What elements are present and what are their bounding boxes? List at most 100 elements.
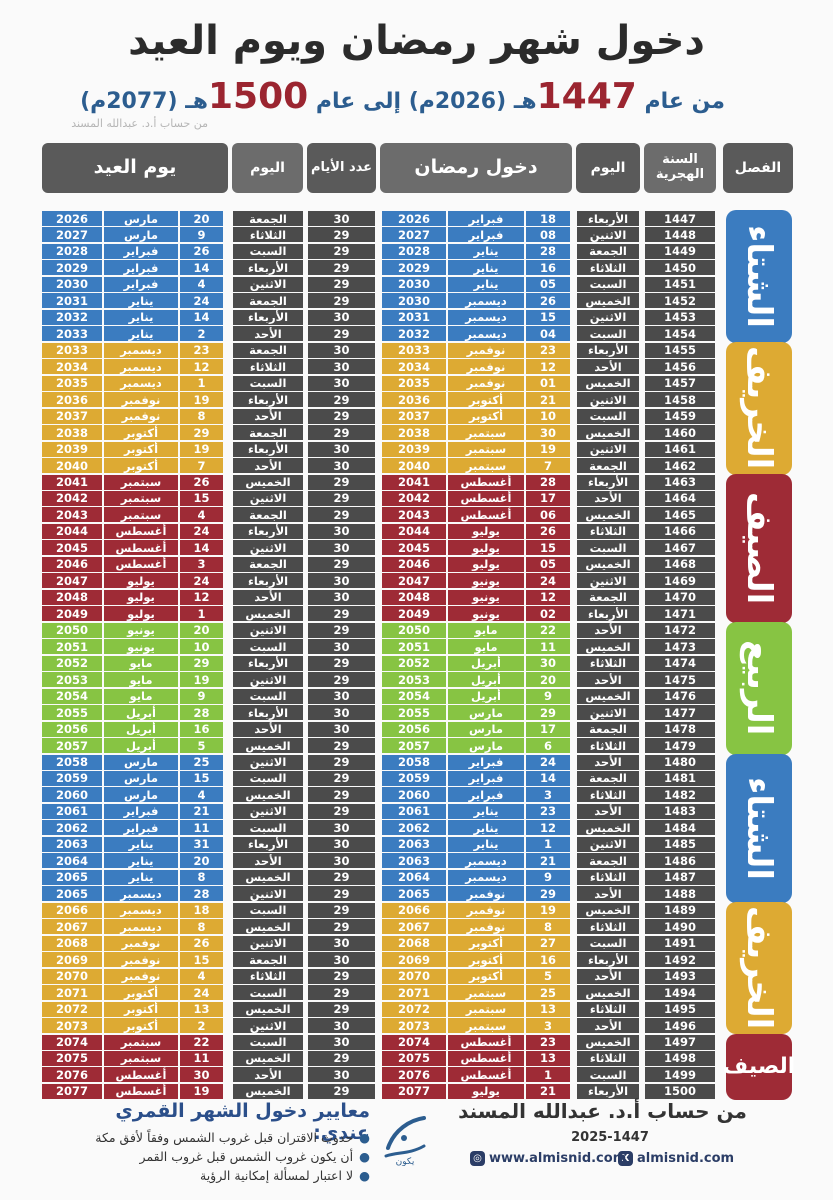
- ramadan-year-cell: 2076: [382, 1067, 446, 1083]
- ramadan-date-cell: 05: [526, 556, 570, 572]
- ramadan-date-cell: 11: [526, 639, 570, 655]
- ramadan-date-cell: 08: [526, 227, 570, 243]
- eid-date-cell: 1: [180, 375, 223, 391]
- eid-year-cell: 2072: [42, 1001, 102, 1017]
- ramadan-month-cell: نوفمبر: [448, 902, 524, 918]
- eid-month-cell: ديسمبر: [104, 342, 178, 358]
- hijri-year-cell: 1492: [645, 952, 715, 968]
- days-count-cell: 29: [308, 869, 375, 885]
- hijri-year-cell: 1460: [645, 425, 715, 441]
- ramadan-year-cell: 2046: [382, 556, 446, 572]
- ramadan-year-cell: 2028: [382, 243, 446, 259]
- season-label: الصيف: [722, 1054, 796, 1080]
- eid-date-cell: 10: [180, 639, 223, 655]
- subtitle-year-from: 1447: [536, 76, 637, 117]
- days-count-cell: 29: [308, 243, 375, 259]
- x-icon: X: [618, 1151, 633, 1166]
- hijri-year-cell: 1462: [645, 458, 715, 474]
- days-count-cell: 29: [308, 672, 375, 688]
- eid-year-cell: 2070: [42, 968, 102, 984]
- ramadan-date-cell: 21: [526, 853, 570, 869]
- eid-month-cell: مايو: [104, 672, 178, 688]
- days-count-cell: 30: [308, 688, 375, 704]
- ramadan-year-cell: 2030: [382, 293, 446, 309]
- eid-date-cell: 19: [180, 1083, 223, 1099]
- eid-date-cell: 8: [180, 869, 223, 885]
- ramadan-day-cell: الأربعاء: [577, 211, 639, 226]
- days-count-cell: 29: [308, 968, 375, 984]
- eid-date-cell: 12: [180, 359, 223, 375]
- website-link[interactable]: ◎ www.almisnid.com: [470, 1151, 626, 1166]
- hijri-year-cell: 1468: [645, 556, 715, 572]
- eid-day-cell: الجمعة: [233, 425, 303, 441]
- days-count-cell: 30: [308, 589, 375, 605]
- hijri-year-cell: 1449: [645, 243, 715, 259]
- hijri-year-cell: 1494: [645, 985, 715, 1001]
- ramadan-date-cell: 23: [526, 803, 570, 819]
- eid-day-cell: السبت: [233, 375, 303, 391]
- ramadan-year-cell: 2060: [382, 787, 446, 803]
- ramadan-month-cell: أغسطس: [448, 474, 524, 490]
- eid-date-cell: 1: [180, 606, 223, 622]
- hijri-year-cell: 1496: [645, 1018, 715, 1034]
- ramadan-month-cell: سبتمبر: [448, 425, 524, 441]
- eid-day-cell: الاثنين: [233, 276, 303, 292]
- ramadan-day-cell: الاثنين: [577, 309, 639, 325]
- eid-month-cell: يوليو: [104, 589, 178, 605]
- criteria-item: ●لا اعتبار لمسألة إمكانية الرؤية: [200, 1168, 370, 1183]
- hijri-year-cell: 1469: [645, 573, 715, 589]
- hijri-year-cell: 1461: [645, 441, 715, 457]
- ramadan-year-cell: 2029: [382, 260, 446, 276]
- eid-date-cell: 4: [180, 507, 223, 523]
- eid-year-cell: 2044: [42, 523, 102, 539]
- days-count-cell: 29: [308, 787, 375, 803]
- ramadan-day-cell: الثلاثاء: [577, 919, 639, 935]
- ramadan-date-cell: 5: [526, 968, 570, 984]
- eid-day-cell: الاثنين: [233, 886, 303, 902]
- ramadan-year-cell: 2068: [382, 935, 446, 951]
- ramadan-month-cell: يوليو: [448, 540, 524, 556]
- ramadan-year-cell: 2057: [382, 738, 446, 754]
- ramadan-day-cell: الجمعة: [577, 589, 639, 605]
- subtitle-g-to: (2077م): [80, 89, 178, 114]
- days-count-cell: 30: [308, 375, 375, 391]
- eid-year-cell: 2065: [42, 869, 102, 885]
- days-count-cell: 29: [308, 227, 375, 243]
- hijri-year-cell: 1493: [645, 968, 715, 984]
- hijri-year-cell: 1456: [645, 359, 715, 375]
- days-count-cell: 30: [308, 639, 375, 655]
- ramadan-date-cell: 16: [526, 260, 570, 276]
- eid-month-cell: أغسطس: [104, 523, 178, 539]
- ramadan-month-cell: يناير: [448, 260, 524, 276]
- credit-top: من حساب أ.د. عبدالله المسند: [71, 117, 208, 130]
- ramadan-month-cell: يونيو: [448, 573, 524, 589]
- ramadan-date-cell: 9: [526, 869, 570, 885]
- days-count-cell: 30: [308, 359, 375, 375]
- hijri-year-cell: 1451: [645, 276, 715, 292]
- days-count-cell: 29: [308, 293, 375, 309]
- eid-month-cell: يناير: [104, 326, 178, 342]
- ramadan-day-cell: السبت: [577, 540, 639, 556]
- eid-month-cell: فبراير: [104, 260, 178, 276]
- ramadan-date-cell: 27: [526, 935, 570, 951]
- hijri-year-cell: 1478: [645, 721, 715, 737]
- ramadan-day-cell: الأحد: [577, 803, 639, 819]
- hijri-year-cell: 1497: [645, 1034, 715, 1050]
- ramadan-month-cell: مارس: [448, 721, 524, 737]
- ramadan-year-cell: 2037: [382, 408, 446, 424]
- eid-year-cell: 2049: [42, 606, 102, 622]
- eid-day-cell: الجمعة: [233, 293, 303, 309]
- eid-date-cell: 22: [180, 1034, 223, 1050]
- eid-date-cell: 24: [180, 523, 223, 539]
- ramadan-date-cell: 14: [526, 770, 570, 786]
- ramadan-year-cell: 2031: [382, 309, 446, 325]
- eid-date-cell: 19: [180, 672, 223, 688]
- ramadan-day-cell: السبت: [577, 408, 639, 424]
- hijri-year-cell: 1457: [645, 375, 715, 391]
- ramadan-date-cell: 1: [526, 836, 570, 852]
- hijri-year-cell: 1463: [645, 474, 715, 490]
- ramadan-day-cell: الجمعة: [577, 770, 639, 786]
- website-text: www.almisnid.com: [489, 1151, 627, 1166]
- ramadan-date-cell: 12: [526, 359, 570, 375]
